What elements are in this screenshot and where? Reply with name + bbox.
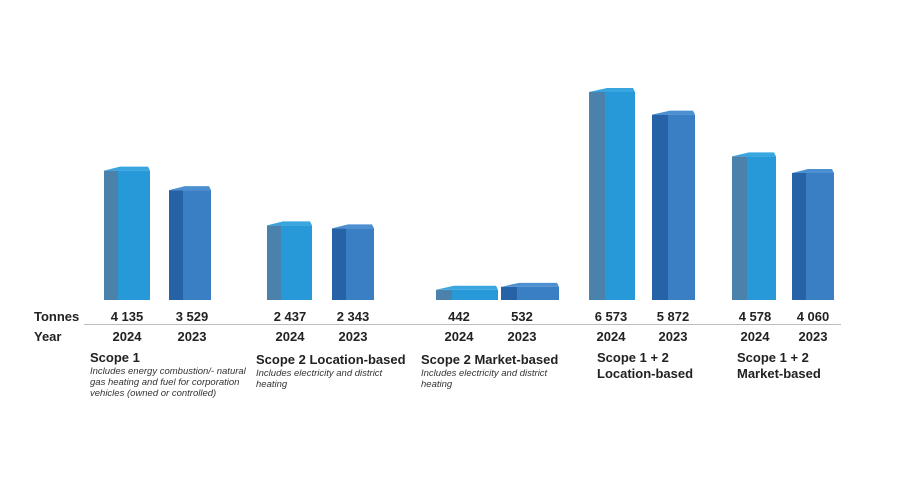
bar-side-2023 <box>792 173 806 300</box>
bar-2023 <box>517 286 559 300</box>
year-tick-label: 2024 <box>596 329 626 344</box>
year-tick-label: 2023 <box>338 329 368 344</box>
group-title: Scope 1 + 2 Market-based <box>737 350 821 381</box>
bar-side-2024 <box>732 156 747 300</box>
value-label: 4 578 <box>738 309 772 324</box>
bar-side-2023 <box>332 228 346 300</box>
bar-side-2023 <box>169 190 183 300</box>
axis-divider <box>84 324 841 325</box>
bar-side-2024 <box>589 92 605 300</box>
year-tick-label: 2024 <box>275 329 305 344</box>
value-label: 532 <box>511 309 533 324</box>
value-label: 3 529 <box>175 309 209 324</box>
group-title: Scope 2 Market-based <box>421 352 559 367</box>
group-title: Scope 2 Location-based <box>256 352 406 367</box>
bar-top-2023 <box>501 282 559 287</box>
bar-2024 <box>605 92 635 300</box>
year-tick-label: 2024 <box>740 329 770 344</box>
bar-top-2023 <box>332 224 374 229</box>
group-title: Scope 1 <box>90 350 140 365</box>
bar-side-2023 <box>652 114 668 300</box>
bar-2023 <box>806 173 834 300</box>
bar-top-2024 <box>436 285 498 290</box>
group-title: Scope 1 + 2 Location-based <box>597 350 694 381</box>
bar-top-2023 <box>792 169 834 174</box>
bar-2024 <box>281 225 312 300</box>
group-note: Includes energy combustion/- natural gas… <box>90 366 246 399</box>
tonnes-row-label: Tonnes <box>34 309 80 324</box>
bar-top-2023 <box>169 186 211 191</box>
bar-2024 <box>452 289 498 300</box>
bar-top-2024 <box>104 166 150 171</box>
bar-2024 <box>118 170 150 300</box>
year-tick-label: 2023 <box>177 329 207 344</box>
year-row-label: Year <box>34 329 62 344</box>
year-tick-label: 2023 <box>658 329 688 344</box>
bar-2023 <box>346 228 374 300</box>
group-note: Includes electricity and district heatin… <box>256 368 383 390</box>
bar-2023 <box>668 114 695 300</box>
group-note: Includes electricity and district heatin… <box>421 368 548 390</box>
value-label: 442 <box>448 309 470 324</box>
bar-side-2024 <box>267 225 281 300</box>
bar-top-2023 <box>652 110 695 115</box>
value-label: 4 060 <box>796 309 830 324</box>
bar-side-2023 <box>501 286 517 300</box>
year-tick-label: 2024 <box>112 329 142 344</box>
bar-side-2024 <box>436 289 452 300</box>
value-label: 2 343 <box>336 309 370 324</box>
bar-2023 <box>183 190 211 300</box>
value-label: 6 573 <box>594 309 628 324</box>
value-label: 2 437 <box>273 309 307 324</box>
bar-top-2024 <box>589 88 635 92</box>
bar-2024 <box>747 156 776 300</box>
value-label: 4 135 <box>110 309 144 324</box>
year-tick-label: 2023 <box>507 329 537 344</box>
bar-side-2024 <box>104 170 118 300</box>
bar-top-2024 <box>732 152 776 157</box>
value-label: 5 872 <box>656 309 690 324</box>
bar-top-2024 <box>267 221 312 226</box>
year-tick-label: 2024 <box>444 329 474 344</box>
year-tick-label: 2023 <box>798 329 828 344</box>
